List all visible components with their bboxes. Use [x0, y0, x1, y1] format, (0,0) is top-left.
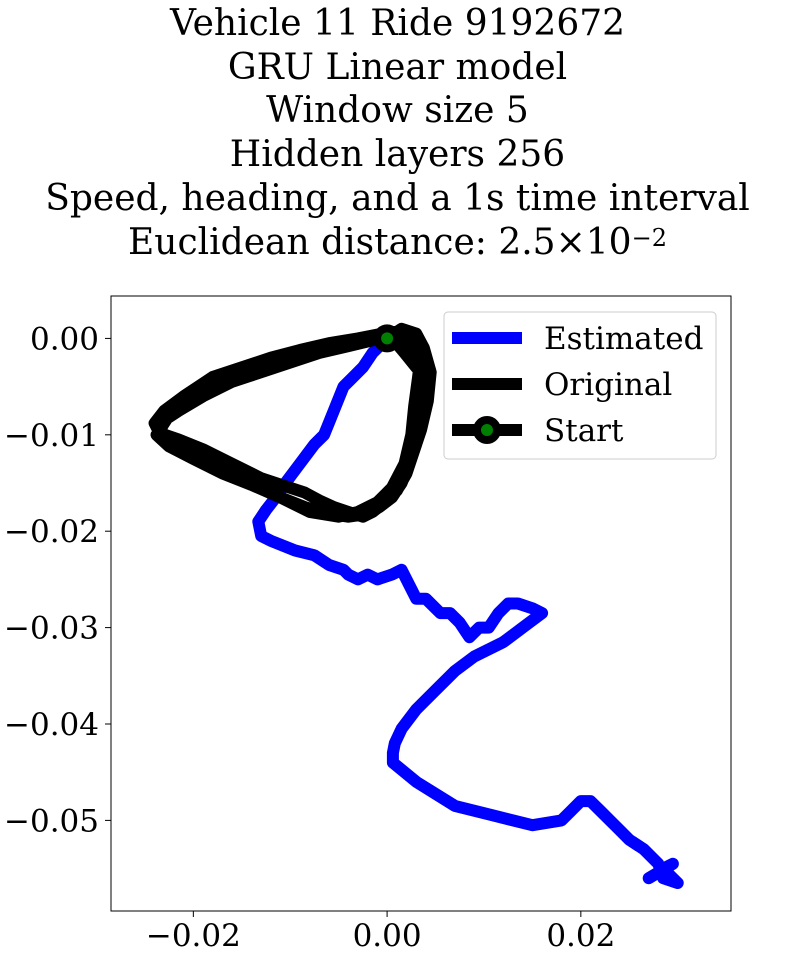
series-estimated-line [252, 332, 684, 889]
axis-ticks: −0.02 0.00 0.02 0.00 −0.01 −0.02 −0.03 −0.04 −0.… [4, 321, 615, 954]
distance-times: × [555, 221, 586, 263]
y-tick-label: −0.03 [4, 611, 99, 647]
start-marker [381, 332, 394, 345]
legend-label-start: Start [544, 413, 624, 449]
distance-mantissa: 2.5 [498, 221, 556, 263]
legend-swatch-start-marker [473, 416, 501, 444]
plot-frame [110, 295, 732, 912]
distance-base: 10 [585, 221, 632, 263]
y-tick-label: −0.05 [4, 803, 99, 839]
y-tick-label: −0.02 [4, 514, 99, 550]
legend-label-estimated: Estimated [544, 321, 703, 357]
title-line-distance: Euclidean distance: 2.5×10−2 [0, 221, 795, 265]
legend-frame [443, 311, 717, 460]
title-line-window: Window size 5 [266, 90, 529, 132]
x-tick-label: 0.00 [353, 918, 422, 954]
legend: Estimated Original Start [443, 311, 717, 460]
title-line-model: GRU Linear model [227, 46, 568, 88]
chart-title: Vehicle 11 Ride 9192672 GRU Linear model… [0, 2, 795, 264]
title-line-vehicle: Vehicle 11 Ride 9192672 [169, 3, 626, 44]
x-tick-label: −0.02 [146, 918, 241, 954]
y-tick-label: −0.04 [4, 707, 99, 743]
distance-exponent: −2 [631, 223, 667, 252]
plot-data-layer [148, 322, 684, 889]
distance-prefix: Euclidean distance: [128, 221, 499, 263]
x-tick-label: 0.02 [546, 918, 615, 954]
title-line-hidden: Hidden layers 256 [229, 134, 566, 176]
series-original-line [148, 322, 437, 523]
title-line-features: Speed, heading, and a 1s time interval [45, 177, 750, 219]
y-tick-label: 0.00 [30, 321, 99, 357]
y-tick-label: −0.01 [4, 418, 99, 454]
legend-label-original: Original [544, 367, 672, 403]
